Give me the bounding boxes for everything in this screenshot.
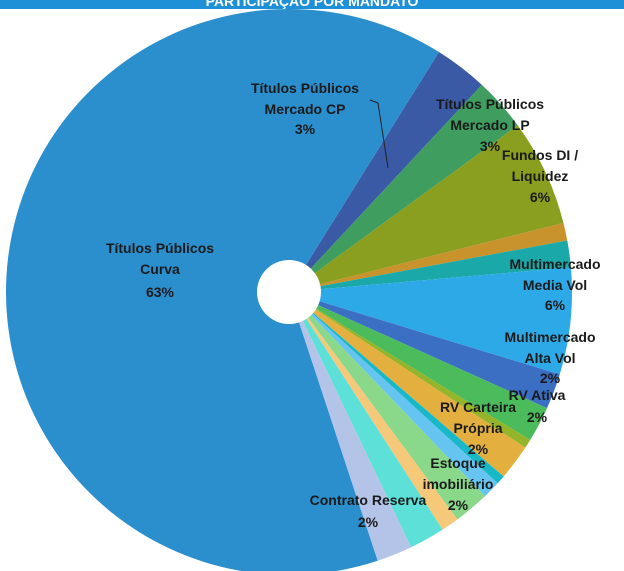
slice-label: Estoque imobiliário xyxy=(422,455,494,492)
title-bar: PARTICIPAÇÃO POR MANDATO xyxy=(0,0,624,9)
slice-label: Multimercado Media Vol xyxy=(509,256,601,293)
pie-slice xyxy=(289,292,458,530)
slice-label: Multimercado Alta Vol xyxy=(504,329,596,366)
pie-slice xyxy=(289,292,560,409)
slice-value-label: 63% xyxy=(145,284,175,300)
slice-value-label: 3% xyxy=(294,121,316,137)
pie-slice xyxy=(6,9,439,571)
pie-slice xyxy=(289,84,518,292)
slice-value-label: 6% xyxy=(544,297,566,313)
slice-label: Fundos DI / Liquidez xyxy=(501,147,579,184)
pie-slice xyxy=(289,292,548,441)
donut-hole xyxy=(257,260,321,324)
slice-label: Títulos Públicos Curva xyxy=(105,240,215,277)
slice-label: Títulos Públicos Mercado LP xyxy=(435,96,545,133)
pie-slice xyxy=(289,292,526,477)
slice-label: Títulos Públicos Mercado CP xyxy=(250,80,360,117)
pie-slice xyxy=(289,267,572,375)
pie-slice xyxy=(289,292,504,484)
slice-value-label: 3% xyxy=(479,138,501,154)
pie-slice xyxy=(289,292,531,448)
pie-slice xyxy=(289,125,564,292)
slice-value-label: 6% xyxy=(529,189,551,205)
pie-slice xyxy=(289,292,443,548)
slice-value-label: 2% xyxy=(357,514,379,530)
pie-slice xyxy=(289,52,482,293)
pie-slice xyxy=(289,292,498,497)
slice-label: RV Carteira Própria xyxy=(439,399,516,436)
leader-line xyxy=(369,99,389,169)
slice-value-label: 2% xyxy=(447,497,469,513)
chart-title: PARTICIPAÇÃO POR MANDATO xyxy=(205,0,419,9)
pie-slice xyxy=(289,292,486,520)
pie-slice xyxy=(289,240,571,292)
slice-value-label: 2% xyxy=(467,441,489,457)
slice-value-label: 2% xyxy=(526,409,548,425)
slice-label: Contrato Reserva xyxy=(309,492,427,508)
pie-slice xyxy=(289,292,412,561)
slice-value-label: 2% xyxy=(539,370,561,386)
slice-label: RV Ativa xyxy=(508,387,566,403)
pie-slice xyxy=(289,222,568,292)
